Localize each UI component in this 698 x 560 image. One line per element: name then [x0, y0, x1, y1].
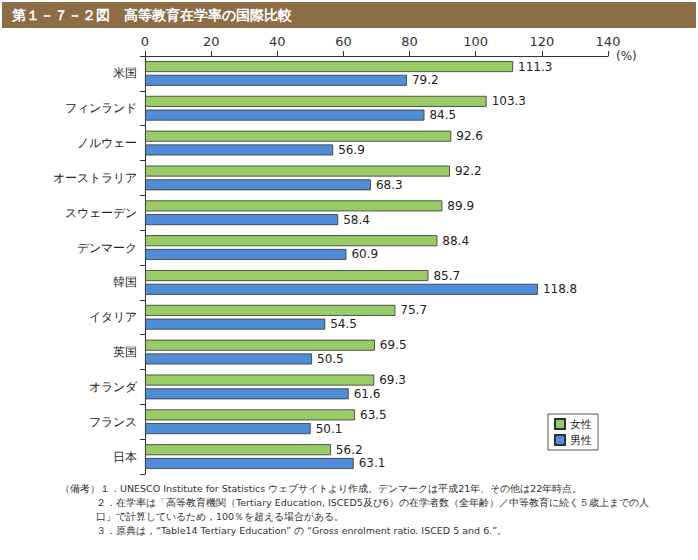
svg-text:フランス: フランス [89, 415, 137, 429]
html-text:３．原典は，“Table14 Tertiary Educat: ３．原典は，“Table14 Tertiary Education” の “Gr… [96, 525, 508, 536]
svg-text:イタリア: イタリア [89, 310, 137, 324]
svg-text:英国: 英国 [113, 345, 137, 359]
svg-text:50.1: 50.1 [316, 422, 343, 436]
svg-text:オランダ: オランダ [89, 380, 138, 394]
html-text:２．在学率は「高等教育機関（Tertiary Educati: ２．在学率は「高等教育機関（Tertiary Education, ISCED5… [96, 497, 649, 522]
svg-text:0: 0 [141, 34, 149, 49]
svg-text:スウェーデン: スウェーデン [65, 206, 137, 220]
svg-text:韓国: 韓国 [113, 275, 137, 289]
svg-text:56.2: 56.2 [336, 443, 363, 457]
svg-text:61.6: 61.6 [354, 387, 381, 401]
svg-text:69.3: 69.3 [379, 373, 406, 387]
svg-text:20: 20 [203, 34, 220, 49]
svg-text:103.3: 103.3 [492, 94, 526, 108]
svg-text:ノルウェー: ノルウェー [77, 136, 137, 150]
svg-text:60: 60 [335, 34, 352, 49]
svg-text:男性: 男性 [570, 434, 592, 447]
svg-text:79.2: 79.2 [412, 73, 439, 87]
svg-text:(%): (%) [616, 49, 637, 63]
svg-text:118.8: 118.8 [543, 282, 577, 296]
svg-text:85.7: 85.7 [433, 269, 460, 283]
svg-text:92.2: 92.2 [455, 164, 482, 178]
svg-text:92.6: 92.6 [456, 129, 483, 143]
svg-text:女性: 女性 [570, 418, 592, 431]
svg-text:89.9: 89.9 [447, 199, 474, 213]
svg-text:日本: 日本 [113, 450, 137, 464]
svg-text:120: 120 [529, 34, 554, 49]
html-text:（備考）１．UNESCO Institute for Sta: （備考）１．UNESCO Institute for Statistics ウェ… [60, 483, 583, 494]
svg-text:100: 100 [463, 34, 488, 49]
svg-text:111.3: 111.3 [518, 60, 552, 74]
svg-text:オーストラリア: オーストラリア [53, 171, 137, 185]
svg-text:88.4: 88.4 [442, 234, 469, 248]
svg-text:84.5: 84.5 [429, 108, 456, 122]
svg-text:50.5: 50.5 [317, 352, 344, 366]
svg-text:フィンランド: フィンランド [65, 101, 137, 115]
svg-text:63.1: 63.1 [359, 456, 386, 470]
svg-text:75.7: 75.7 [400, 303, 427, 317]
svg-text:米国: 米国 [113, 66, 137, 80]
svg-text:68.3: 68.3 [376, 178, 403, 192]
svg-text:60.9: 60.9 [351, 247, 378, 261]
svg-text:デンマーク: デンマーク [77, 241, 137, 255]
svg-text:40: 40 [269, 34, 286, 49]
svg-text:69.5: 69.5 [380, 338, 407, 352]
svg-text:80: 80 [401, 34, 418, 49]
svg-text:54.5: 54.5 [330, 317, 357, 331]
svg-text:140: 140 [596, 34, 621, 49]
svg-text:58.4: 58.4 [343, 213, 370, 227]
svg-text:63.5: 63.5 [360, 408, 387, 422]
svg-text:56.9: 56.9 [338, 143, 365, 157]
html-text:第１－７－２図 高等教育在学率の国際比較: 第１－７－２図 高等教育在学率の国際比較 [12, 7, 292, 23]
